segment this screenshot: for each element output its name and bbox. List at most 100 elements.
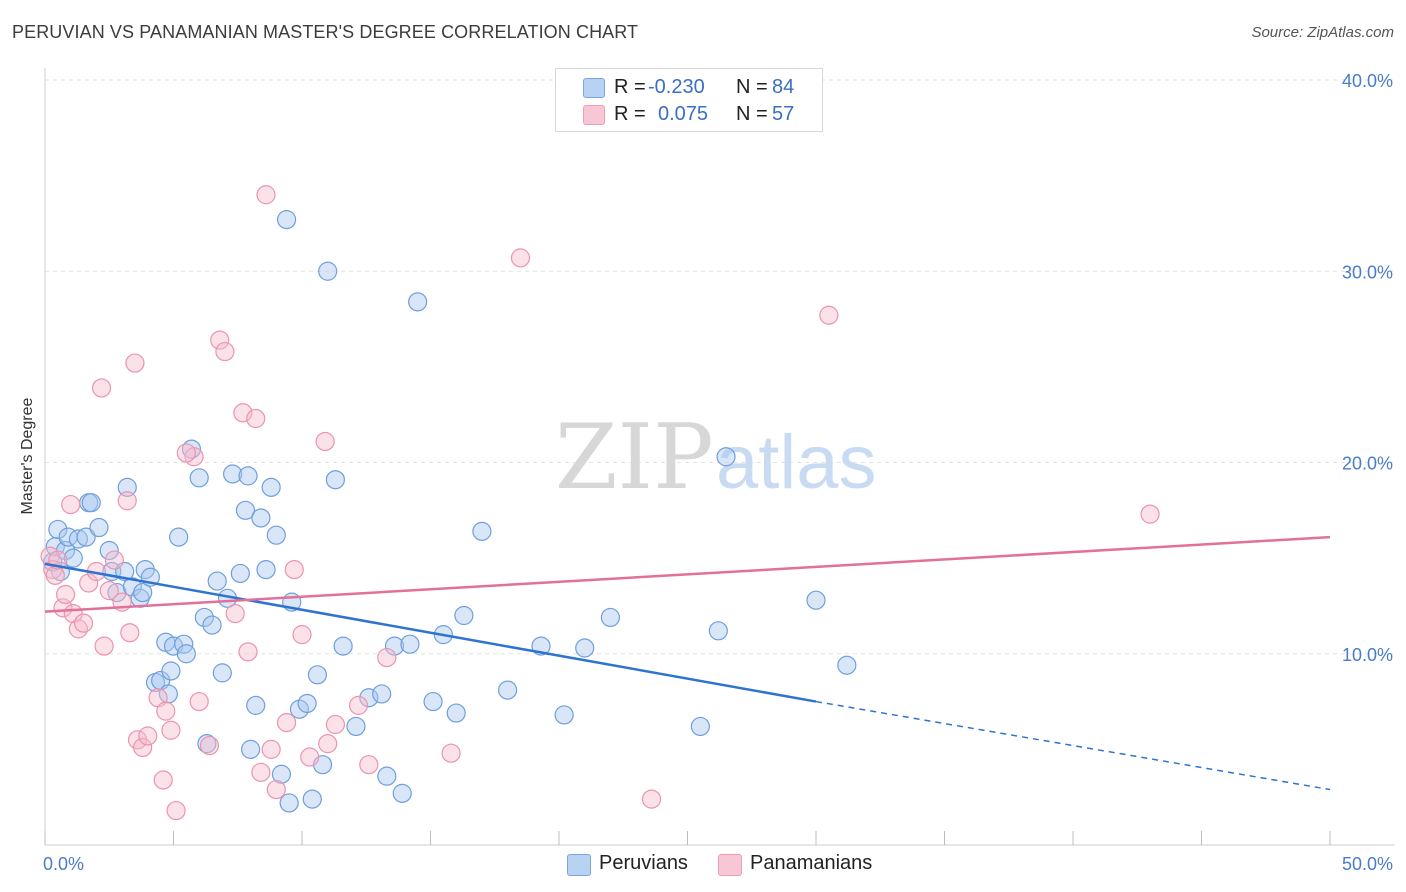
panamanian-point xyxy=(276,712,297,733)
peruvian-point xyxy=(189,468,209,488)
panamanian-point xyxy=(79,573,99,593)
peruvian-point xyxy=(318,261,338,281)
panamanian-point xyxy=(73,613,94,633)
peruvian-point xyxy=(202,615,222,635)
y-tick-label: 20.0% xyxy=(1342,454,1393,474)
peruvian-point xyxy=(99,540,119,561)
panamanian-point xyxy=(138,726,158,746)
peruvian-point xyxy=(207,571,227,591)
panamanian-point xyxy=(156,701,176,721)
peruvian-point xyxy=(181,439,202,459)
panamanian-point xyxy=(133,737,153,758)
peruvian-point xyxy=(279,793,299,813)
peruvian-point xyxy=(169,527,189,547)
legend-r-label: R = xyxy=(614,103,646,125)
peruvian-point xyxy=(806,590,826,610)
peruvian-point xyxy=(384,636,405,656)
peruvian-point xyxy=(408,292,428,312)
peruvian-point xyxy=(359,688,379,708)
peruvian-point xyxy=(48,519,68,540)
peruvian-point xyxy=(690,716,710,737)
panamanian-point xyxy=(189,691,209,712)
peruvian-point xyxy=(333,636,353,656)
panamanian-point xyxy=(315,431,335,452)
legend-r-value: 0.075 xyxy=(658,103,709,125)
peruvian-point xyxy=(600,607,621,628)
peruvian-point xyxy=(276,210,297,230)
peruvian-point xyxy=(372,684,392,704)
panamanian-point xyxy=(94,636,114,656)
panamanian-point xyxy=(210,330,230,350)
legend-row-peruvians: R = -0.230 N = 84 xyxy=(556,73,822,101)
watermark: ZIP atlas xyxy=(555,405,877,510)
bottom-legend-swatch-peruvians xyxy=(567,854,591,876)
panamanian-trend-line xyxy=(44,535,1331,613)
legend-n-label: N = xyxy=(736,103,768,125)
peruvian-point xyxy=(261,477,281,497)
panamanian-point xyxy=(256,185,276,205)
peruvian-point xyxy=(176,644,196,664)
peruvian-trend-extrapolation xyxy=(815,700,1331,791)
axes xyxy=(44,68,1395,846)
chart-title: PERUVIAN VS PANAMANIAN MASTER'S DEGREE C… xyxy=(12,22,639,42)
peruvian-point xyxy=(837,655,857,675)
panamanian-point xyxy=(215,341,235,362)
source-label: Source: ZipAtlas.com xyxy=(1251,24,1394,41)
panamanian-point xyxy=(292,625,312,645)
watermark-atlas: atlas xyxy=(716,420,877,505)
panamanian-point xyxy=(117,491,137,511)
peruvian-point xyxy=(63,548,83,568)
panamanian-point xyxy=(68,619,89,639)
peruvian-point xyxy=(251,508,271,528)
tick-labels: 10.0% 20.0% 30.0% 40.0% 0.0% 50.0% xyxy=(43,71,1393,874)
peruvian-point xyxy=(472,521,492,541)
peruvian-point xyxy=(289,699,310,719)
panamanian-point xyxy=(261,739,281,759)
panamanian-point xyxy=(176,443,196,463)
panamanian-point xyxy=(91,378,112,398)
peruvian-point xyxy=(554,705,574,725)
peruvian-point xyxy=(325,470,346,490)
peruvian-point xyxy=(256,559,276,580)
panamanian-point xyxy=(641,789,662,809)
bottom-legend-label-peruvians: Peruvians xyxy=(599,852,688,874)
peruvian-point xyxy=(454,605,474,626)
panamanian-point xyxy=(166,800,186,821)
panamanian-point xyxy=(104,550,124,570)
y-tick-label: 40.0% xyxy=(1342,71,1393,91)
peruvian-point xyxy=(223,464,243,484)
peruvian-point xyxy=(716,447,736,467)
legend-swatch-panamanians xyxy=(583,105,605,125)
peruvian-trend-line xyxy=(44,562,817,703)
panamanian-point xyxy=(153,770,173,790)
peruvian-point xyxy=(161,661,181,681)
panamanian-point xyxy=(325,714,346,735)
peruvian-point xyxy=(423,691,443,712)
x-tick-label-min: 0.0% xyxy=(43,854,84,874)
peruvian-point xyxy=(346,716,366,737)
peruvian-point xyxy=(117,477,137,497)
peruvian-point xyxy=(377,766,397,786)
panamanian-point xyxy=(318,734,338,754)
peruvian-point xyxy=(575,638,595,658)
panamanian-point xyxy=(61,494,81,515)
peruvian-point xyxy=(76,527,96,547)
peruvian-point xyxy=(271,764,292,784)
bottom-legend-swatch-panamanians xyxy=(718,854,742,876)
legend-r-value: -0.230 xyxy=(648,76,705,98)
peruvian-point xyxy=(238,466,258,486)
y-tick-label: 10.0% xyxy=(1342,645,1393,665)
panamanian-points xyxy=(40,185,1160,821)
panamanian-point xyxy=(246,408,266,429)
panamanian-point xyxy=(120,623,140,643)
peruvian-point xyxy=(302,789,322,809)
panamanian-point xyxy=(441,743,461,763)
bottom-legend-label-panamanians: Panamanians xyxy=(750,852,873,874)
peruvian-point xyxy=(89,517,109,538)
panamanian-point xyxy=(99,581,119,601)
peruvian-point xyxy=(246,695,266,715)
peruvian-point xyxy=(235,500,256,520)
panamanian-point xyxy=(348,695,369,715)
peruvian-point xyxy=(708,621,728,641)
